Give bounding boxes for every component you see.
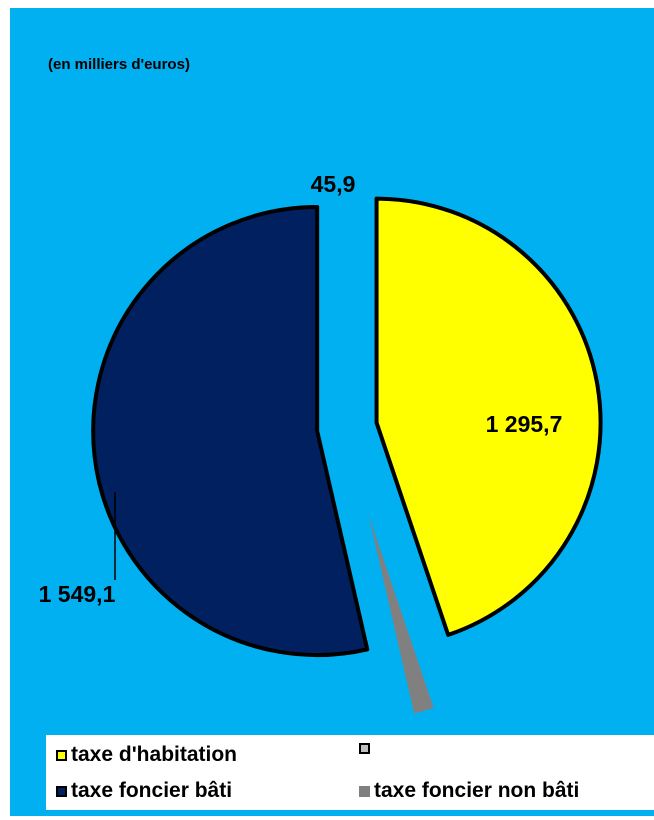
legend-label: taxe foncier non bâti bbox=[374, 779, 580, 802]
pie-chart: 1 295,7 45,9 1 549,1 bbox=[39, 171, 603, 714]
legend-label: taxe d'habitation bbox=[71, 743, 238, 766]
data-label-0: 1 295,7 bbox=[486, 411, 563, 437]
legend-swatch-yellow-icon bbox=[56, 749, 67, 761]
legend-item-empty bbox=[359, 743, 374, 754]
legend-label: taxe foncier bâti bbox=[71, 779, 233, 802]
legend-item-foncier-bati: taxe foncier bâti bbox=[56, 779, 232, 803]
chart-area: (en milliers d'euros) 1 295,7 45,9 1 549,1… bbox=[10, 8, 654, 816]
data-label-1: 45,9 bbox=[311, 171, 356, 197]
pie-slice-1 bbox=[368, 514, 434, 714]
chart-subtitle: (en milliers d'euros) bbox=[48, 56, 190, 73]
legend-swatch-gray-icon bbox=[359, 743, 370, 754]
legend: taxe d'habitation taxe foncier bâti taxe… bbox=[46, 735, 654, 810]
legend-swatch-darkgray-icon bbox=[359, 785, 370, 797]
pie-slice-0 bbox=[374, 196, 603, 637]
legend-item-foncier-non-bati: taxe foncier non bâti bbox=[359, 779, 579, 803]
pie-slice-2 bbox=[91, 205, 370, 658]
legend-swatch-navy-icon bbox=[56, 785, 67, 797]
legend-item-habitation: taxe d'habitation bbox=[56, 743, 237, 767]
data-label-2: 1 549,1 bbox=[39, 581, 116, 607]
